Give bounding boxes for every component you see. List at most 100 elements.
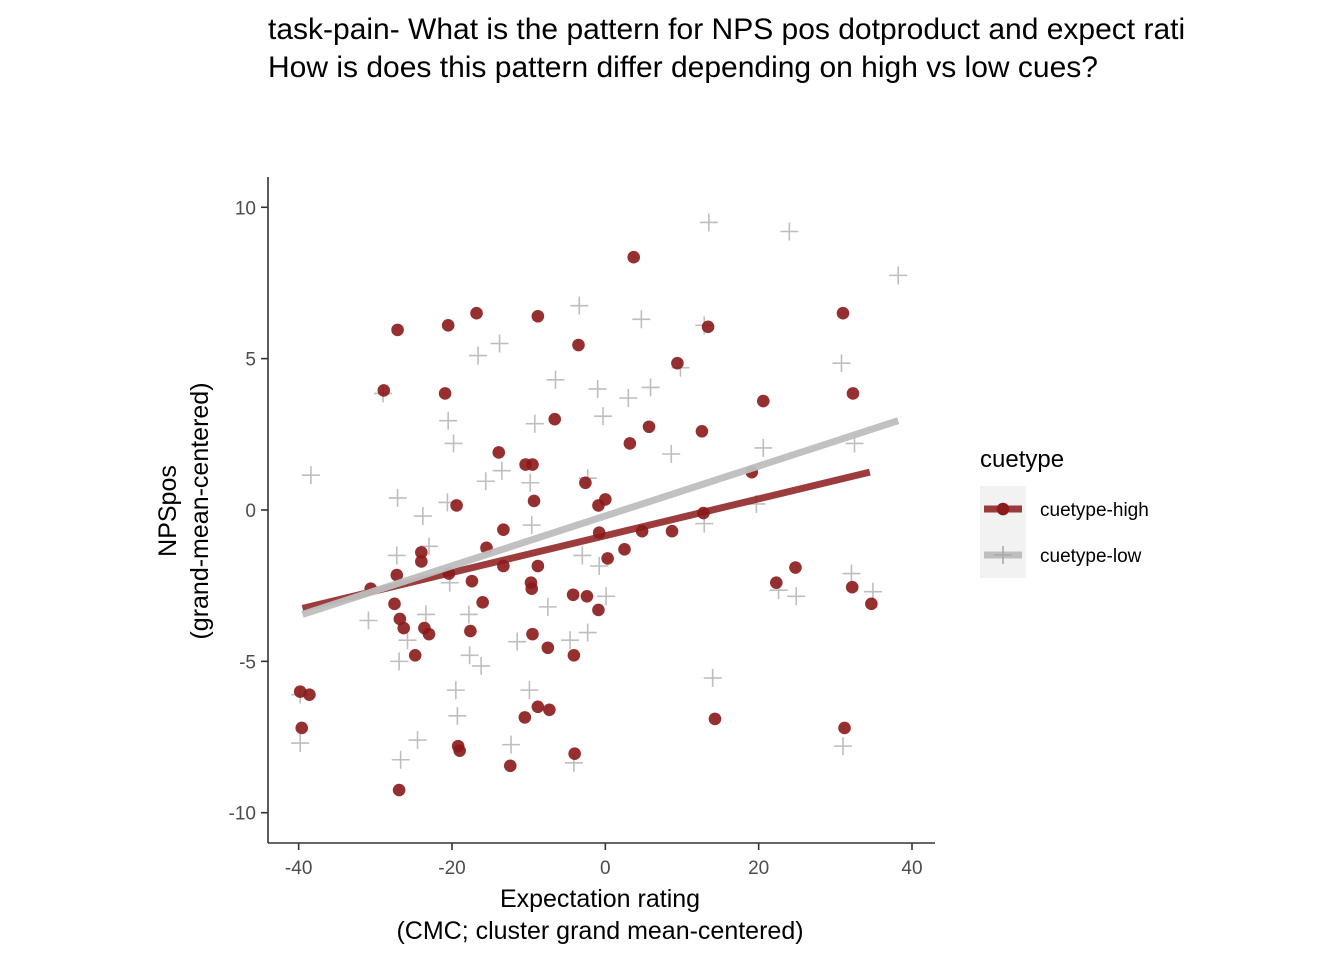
point-high [618, 543, 631, 556]
point-low [391, 750, 410, 769]
point-low [398, 631, 417, 650]
point-high [708, 712, 722, 726]
point-low [502, 735, 521, 754]
point-high [789, 561, 802, 574]
point-high [846, 387, 860, 400]
point-low [508, 632, 527, 651]
point-high [303, 688, 316, 701]
point-low [387, 546, 406, 565]
point-high [548, 412, 562, 426]
point-high [392, 783, 406, 797]
point-low [570, 296, 589, 315]
point-low [448, 706, 467, 725]
point-high [541, 641, 555, 655]
point-low [832, 354, 851, 373]
point-high [377, 384, 391, 397]
point-high [470, 306, 483, 320]
point-high [397, 621, 411, 635]
x-tick-label: 20 [748, 858, 769, 879]
point-high [408, 649, 422, 662]
point-low [416, 605, 435, 624]
point-low [573, 546, 592, 565]
x-tick-label: -40 [285, 858, 312, 879]
point-high [503, 759, 517, 773]
point-high [526, 627, 539, 641]
x-axis-title: Expectation rating (CMC; cluster grand m… [396, 885, 803, 945]
y-tick-label: 5 [245, 350, 256, 371]
point-high [599, 493, 612, 506]
point-low [472, 656, 491, 675]
point-high [497, 523, 510, 536]
point-high [531, 309, 545, 323]
point-high [845, 580, 859, 594]
point-low [444, 434, 463, 453]
point-high [492, 446, 506, 459]
title-line-2: How is does this pattern differ dependin… [268, 51, 1098, 84]
point-high [388, 597, 401, 611]
point-low [561, 631, 580, 650]
point-high [450, 499, 463, 512]
point-low [588, 379, 607, 398]
point-low [476, 472, 495, 491]
point-low [439, 411, 458, 430]
point-low [492, 461, 511, 480]
point-high [567, 649, 581, 662]
point-high [836, 306, 850, 320]
point-low [619, 388, 638, 407]
point-high [592, 603, 605, 617]
point-low [546, 370, 565, 389]
point-low [525, 414, 544, 433]
chart-title: task-pain- What is the pattern for NPS p… [268, 13, 1185, 84]
point-low [490, 334, 509, 353]
point-low [301, 466, 320, 485]
point-low [538, 597, 557, 616]
legend: cuetype cuetype-high cuetype-low [980, 446, 1149, 578]
x-axis-title-line-2: (CMC; cluster grand mean-centered) [396, 917, 803, 945]
point-low [521, 473, 540, 492]
point-low [632, 310, 651, 329]
point-high [441, 319, 455, 332]
point-high [671, 356, 684, 370]
legend-label-low: cuetype-low [1040, 546, 1142, 567]
point-low [469, 346, 488, 365]
y-tick-label: -10 [229, 804, 256, 825]
x-tick-label: 0 [600, 858, 611, 879]
point-high [566, 588, 580, 602]
point-low [842, 564, 861, 583]
x-axis-title-line-1: Expectation rating [500, 885, 700, 913]
series-low-points [291, 213, 908, 772]
point-low [390, 652, 409, 671]
fit-line-low [301, 417, 900, 618]
y-axis-title-line-2: (grand-mean-centered) [186, 382, 214, 639]
point-high [531, 700, 545, 714]
point-high [756, 394, 770, 408]
point-low [578, 623, 597, 642]
point-low [597, 587, 616, 606]
point-low [641, 378, 660, 397]
point-high [838, 721, 851, 735]
point-high [391, 323, 404, 337]
point-low [590, 557, 609, 576]
x-tick-label: -20 [438, 858, 465, 879]
point-high [770, 576, 783, 589]
y-tick-label: 10 [235, 198, 256, 219]
point-high [695, 424, 709, 438]
point-low [754, 438, 773, 457]
point-low [291, 734, 310, 753]
point-high [568, 747, 581, 760]
point-high [422, 627, 436, 641]
point-low [359, 611, 378, 630]
point-low [787, 587, 806, 606]
point-high [526, 458, 539, 471]
point-low [889, 266, 908, 285]
point-high [465, 574, 479, 588]
y-axis-title-line-1: NPSpos [154, 465, 182, 557]
point-high [464, 624, 477, 638]
point-low [662, 444, 681, 463]
point-low [522, 516, 541, 535]
point-low [703, 669, 722, 688]
point-high [476, 596, 489, 609]
point-high [642, 420, 656, 434]
point-high [415, 546, 428, 559]
